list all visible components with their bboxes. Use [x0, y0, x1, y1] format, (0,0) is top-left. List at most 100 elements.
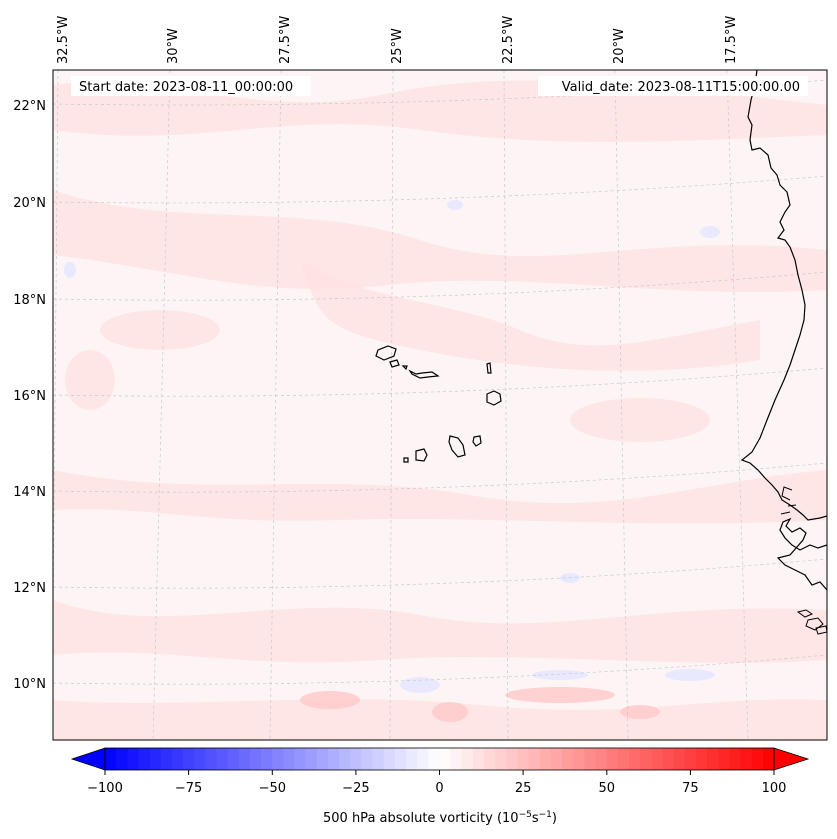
island-fogo [415, 448, 428, 462]
colorbar-segment [506, 748, 519, 770]
colorbar-segment [294, 748, 307, 770]
colorbar-segment [316, 748, 329, 770]
positive-vorticity-band [53, 190, 827, 293]
graticule [53, 70, 827, 740]
lon-label: 27.5°W [278, 16, 293, 64]
colorbar-segment [707, 748, 719, 770]
lat-label: 20°N [13, 196, 46, 211]
colorbar-segment [428, 748, 441, 770]
map-plot-area[interactable]: Start date: 2023-08-11_00:00:00 Valid_da… [52, 70, 827, 740]
lat-label: 16°N [13, 389, 46, 404]
lat-label: 10°N [13, 677, 46, 692]
colorbar-segment [105, 748, 117, 770]
west-africa-coastline-south [776, 517, 827, 591]
longitude-axis-labels: 32.5°W 30°W 27.5°W 25°W 22.5°W 20°W 17.5… [56, 16, 739, 64]
cbar-tick-label: −75 [175, 781, 202, 796]
meridian-30W [152, 70, 171, 740]
meridian-27-5W [269, 70, 282, 740]
lat-label: 12°N [13, 581, 46, 596]
colorbar-segment [272, 748, 284, 770]
colorbar-segment [361, 748, 374, 770]
cbar-tick-label: 75 [682, 781, 699, 796]
colorbar-segment [617, 748, 630, 770]
positive-vorticity-band [300, 260, 760, 371]
colorbar-segment [562, 748, 574, 770]
meridian-25W [389, 70, 394, 740]
colorbar-segment [249, 748, 262, 770]
colorbar-segment [149, 748, 162, 770]
valid-date-box [538, 76, 808, 96]
cbar-tick-label: 100 [762, 781, 787, 796]
island-boa-vista [486, 390, 502, 406]
colorbar-segment [539, 748, 552, 770]
positive-vorticity-patch [65, 350, 115, 410]
colorbar-segment [127, 748, 140, 770]
positive-vorticity-patch [100, 310, 220, 350]
meridian-22-5W [503, 70, 509, 740]
colorbar-extend-max [773, 747, 810, 771]
cbar-tick-label: 25 [515, 781, 532, 796]
colorbar-segment [762, 748, 775, 770]
latitude-axis-labels: 22°N 20°N 18°N 16°N 14°N 12°N 10°N [13, 99, 46, 692]
island-sal [486, 362, 492, 374]
valid-date-label: Valid_date: 2023-08-11T15:00:00.00 [562, 80, 800, 95]
cbar-tick-label: 0 [435, 781, 443, 796]
stronger-vorticity-cells [300, 687, 660, 722]
start-date-box [71, 76, 311, 96]
colorbar-segment [116, 748, 128, 770]
colorbar-segment [584, 748, 597, 770]
colorbar-segment [751, 748, 764, 770]
colorbar-segments [105, 748, 775, 770]
colorbar-segment [339, 748, 351, 770]
colorbar-segment [684, 748, 697, 770]
lat-label: 14°N [13, 485, 46, 500]
island-sao-nicolau [408, 369, 440, 379]
colorbar-segment [551, 748, 563, 770]
colorbar-segment [640, 748, 652, 770]
colorbar-ticks [104, 770, 775, 775]
lon-label: 22.5°W [501, 16, 516, 64]
colorbar-segment [673, 748, 686, 770]
parallel-22N [53, 79, 827, 106]
colorbar-segment [261, 748, 273, 770]
coastal-islands-bissau [796, 609, 827, 635]
colorbar-segment [328, 748, 340, 770]
lon-label: 32.5°W [56, 16, 71, 64]
meridian-17-5W [726, 70, 749, 740]
cbar-tick-label: −25 [342, 781, 369, 796]
west-africa-coastline [740, 70, 827, 521]
colorbar-segment [461, 748, 474, 770]
colorbar-segment [138, 748, 151, 770]
colorbar-segment [484, 748, 496, 770]
colorbar-segment [740, 748, 753, 770]
colorbar-segment [629, 748, 641, 770]
lon-label: 20°W [612, 28, 627, 64]
colorbar-segment [595, 748, 608, 770]
cbar-tick-label: −50 [259, 781, 286, 796]
colorbar-segment [227, 748, 240, 770]
colorbar-segment [383, 748, 396, 770]
colorbar-label: 500 hPa absolute vorticity (10−5s−1) [323, 810, 557, 826]
parallel-20N [53, 175, 827, 204]
colorbar-segment [372, 748, 385, 770]
negative-vorticity-cells [64, 200, 720, 693]
island-santa-luzia [401, 365, 408, 371]
colorbar-segment [495, 748, 507, 770]
colorbar-segment [305, 748, 318, 770]
positive-vorticity-patch [570, 398, 710, 442]
lon-label: 30°W [166, 28, 181, 64]
parallel-12N [53, 558, 827, 589]
positive-vorticity-band [53, 600, 827, 663]
coastline-inlet-gambia [780, 486, 797, 515]
parallel-16N [53, 367, 827, 397]
colorbar-segment [606, 748, 619, 770]
colorbar-segment [194, 748, 206, 770]
colorbar-segment [662, 748, 675, 770]
colorbar-segment [171, 748, 184, 770]
colorbar-segment [417, 748, 429, 770]
positive-vorticity-band [53, 470, 827, 524]
colorbar-tick-labels: −100 −75 −50 −25 0 25 50 75 100 [87, 781, 786, 796]
colorbar-segment [238, 748, 251, 770]
island-brava [403, 457, 409, 463]
